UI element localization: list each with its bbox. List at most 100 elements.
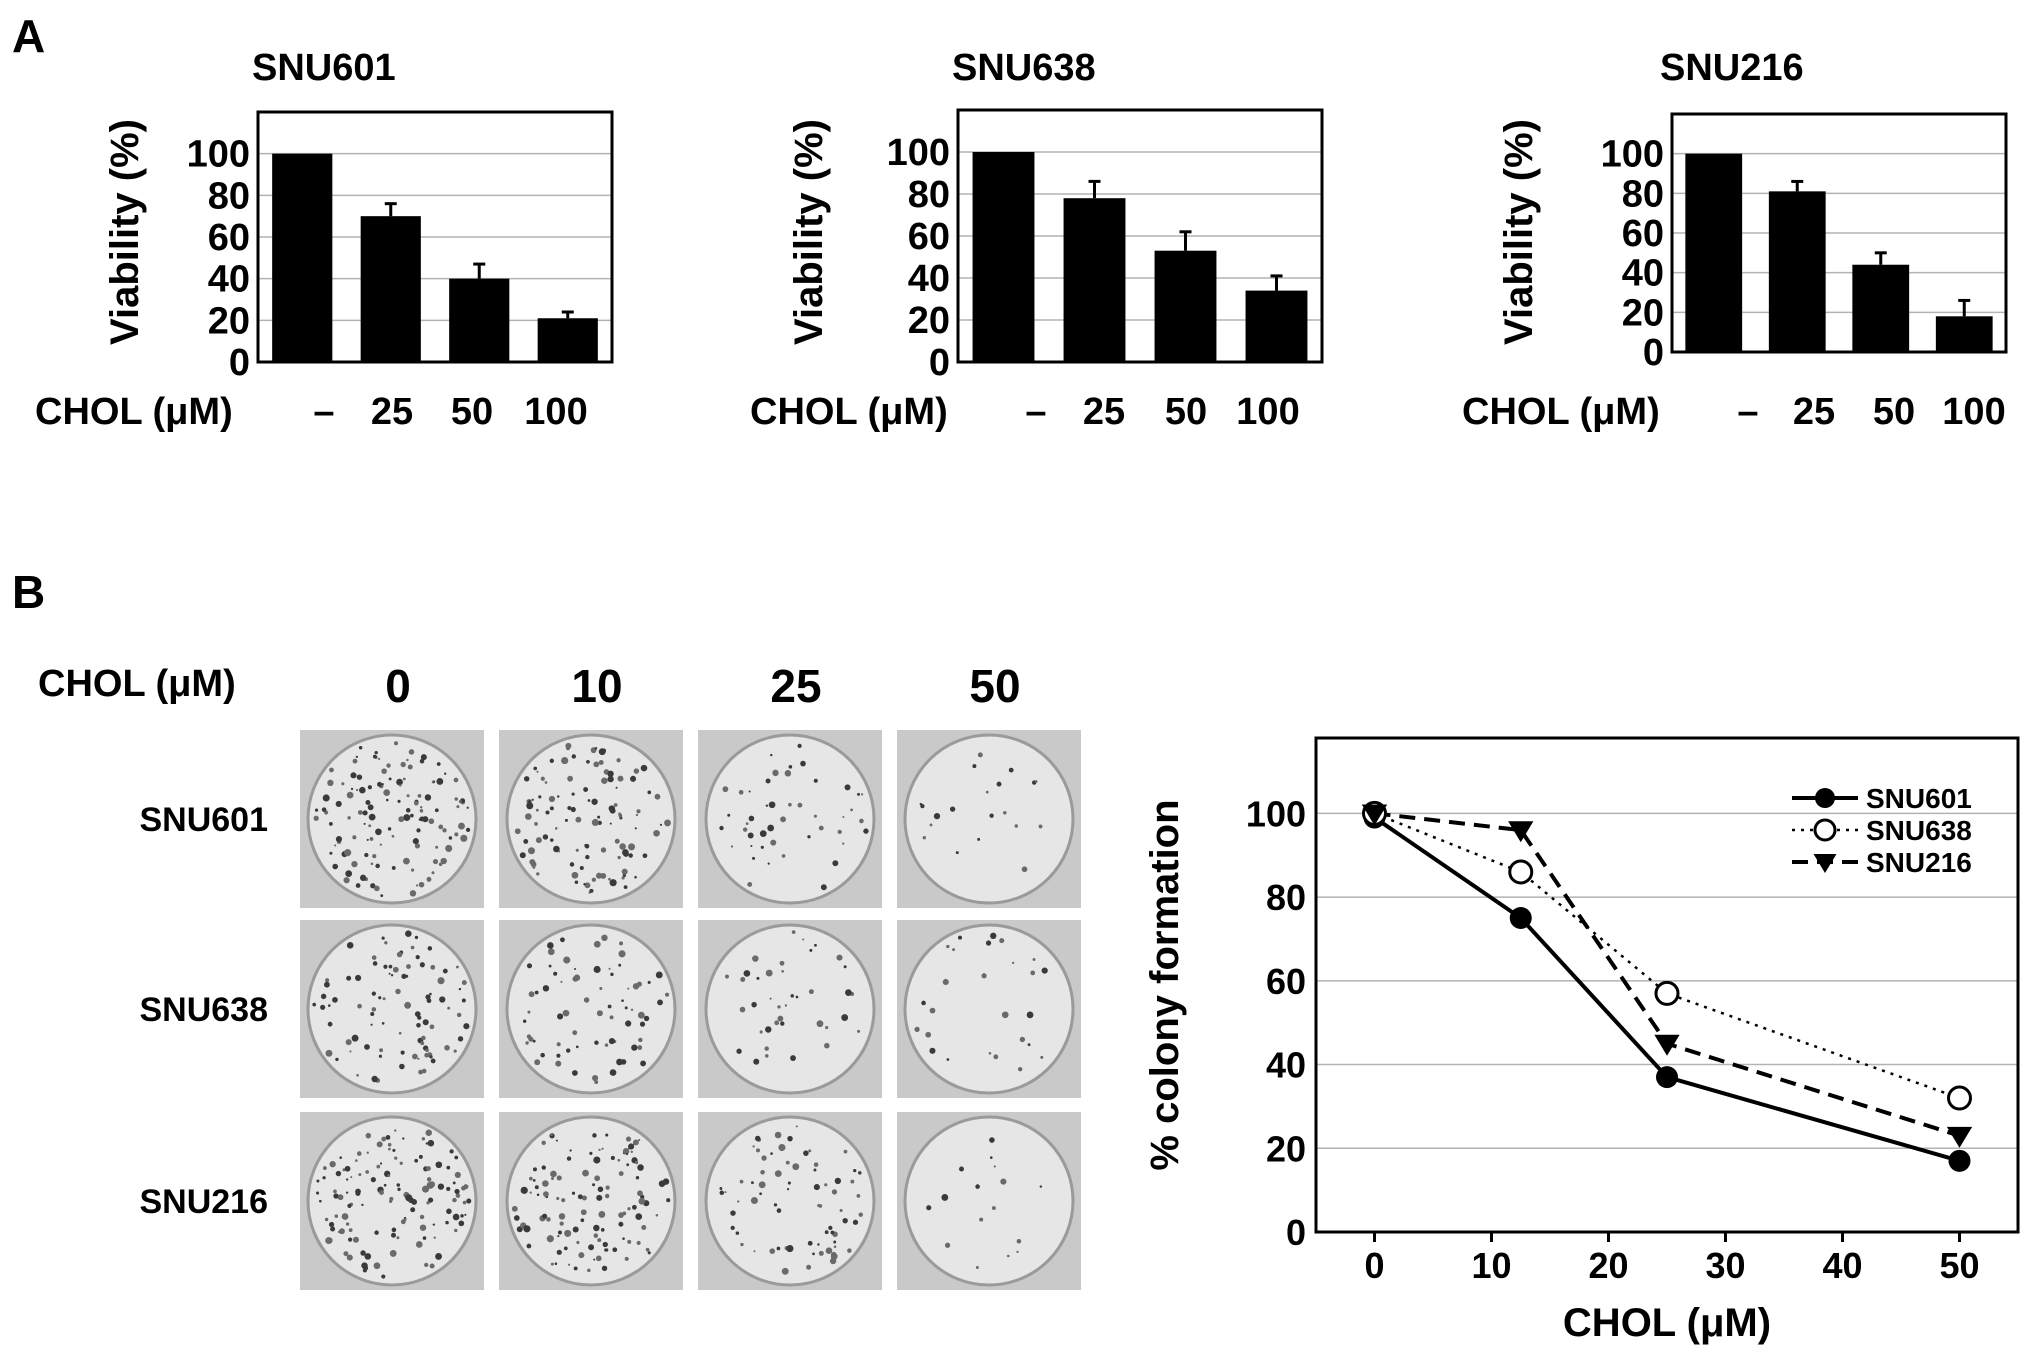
colony-dot — [422, 1019, 429, 1026]
colony-dot — [345, 1222, 350, 1226]
colony-dot — [454, 832, 459, 837]
colony-dot — [557, 1230, 562, 1235]
colony-dot — [834, 1177, 842, 1185]
colony-dot — [618, 1212, 624, 1218]
colony-dot — [637, 1011, 645, 1019]
y-axis-label: Viability (%) — [1497, 119, 1541, 345]
colony-dot — [719, 1187, 723, 1190]
colony-dot — [653, 829, 660, 837]
colony-dot — [601, 777, 608, 784]
colony-dot — [597, 1186, 604, 1193]
colony-dot — [623, 885, 628, 890]
colony-dot — [755, 1148, 760, 1153]
colony-dot — [345, 1191, 349, 1194]
colony-dot — [567, 1263, 571, 1266]
cell-line-label: SNU216 — [139, 1183, 268, 1221]
colony-dot — [593, 761, 600, 768]
colony-assay-grid: CHOL (μM) 0 10 25 50 SNU601 SNU638 SNU216 — [38, 660, 1081, 1290]
colony-dot — [988, 1051, 992, 1055]
colony-dot — [370, 883, 376, 889]
colony-dot — [316, 1179, 320, 1183]
colony-dot — [381, 783, 384, 786]
chart-title: SNU638 — [952, 47, 1096, 89]
colony-dot — [444, 1044, 450, 1051]
colony-dot — [841, 1014, 849, 1021]
marker-triangle-down — [1946, 1126, 1973, 1148]
colony-dot — [329, 1161, 336, 1168]
colony-dot — [593, 965, 601, 973]
colony-dot — [417, 1057, 420, 1060]
colony-dot — [434, 808, 439, 813]
colony-dot — [392, 1148, 396, 1152]
colony-dot — [525, 1041, 529, 1045]
colony-dot — [575, 848, 579, 852]
colony-dot — [334, 1214, 339, 1218]
colony-dot — [618, 950, 626, 958]
colony-dot — [356, 1151, 362, 1156]
colony-dot — [828, 1225, 833, 1231]
colony-dot — [557, 1013, 564, 1020]
colony-dot — [399, 1161, 403, 1165]
colony-dot — [842, 816, 845, 819]
colony-dot — [369, 837, 374, 841]
colony-dot — [737, 1200, 740, 1203]
colony-dot — [458, 822, 465, 830]
colony-dot — [574, 880, 579, 885]
marker-triangle-down — [1813, 854, 1837, 873]
colony-dot — [618, 1171, 624, 1177]
x-category-label: 100 — [524, 391, 587, 433]
x-category-label: 100 — [1942, 391, 2005, 433]
colony-dot — [355, 1159, 358, 1162]
colony-dot — [452, 1197, 457, 1203]
colony-dot — [355, 1191, 361, 1197]
colony-dot — [795, 995, 799, 999]
bar — [360, 216, 421, 362]
colony-dot — [325, 978, 330, 983]
colony-dot — [553, 845, 560, 853]
colony-dot — [526, 963, 533, 969]
colony-dot — [571, 792, 575, 796]
colony-dot — [837, 829, 842, 835]
y-tick-label: 40 — [1622, 253, 1664, 295]
colony-dot — [406, 794, 410, 798]
colony-dot — [807, 835, 811, 839]
colony-dot — [320, 993, 327, 1000]
colony-dot — [337, 1194, 344, 1201]
y-axis-label: Viability (%) — [787, 119, 831, 345]
colony-dot — [607, 1004, 612, 1009]
colony-dot — [396, 1236, 400, 1240]
colony-dot — [743, 970, 751, 977]
colony-dot — [550, 1262, 554, 1266]
colony-dot — [314, 808, 319, 812]
colony-dot — [830, 1230, 835, 1235]
colony-dot — [772, 769, 779, 777]
colony-dot — [367, 785, 372, 790]
colony-dot — [420, 754, 427, 761]
colony-dot — [355, 883, 361, 888]
colony-dot — [839, 1209, 843, 1213]
colony-dot — [528, 800, 532, 804]
colony-dot — [842, 1217, 848, 1224]
colony-dot — [550, 1170, 557, 1178]
colony-dot — [397, 1187, 401, 1191]
colony-dot — [635, 813, 639, 817]
colony-dot — [466, 806, 469, 809]
colony-dot — [375, 828, 382, 836]
colony-dot — [634, 1160, 639, 1165]
colony-dot — [321, 807, 327, 812]
colony-dot — [1001, 1011, 1009, 1019]
colony-dot — [410, 945, 415, 950]
colony-dot — [946, 1058, 950, 1061]
colony-dot — [324, 981, 330, 988]
colony-dot — [636, 1240, 641, 1246]
colony-dot — [535, 837, 542, 844]
colony-dot — [431, 781, 434, 784]
colony-dot — [372, 754, 377, 759]
colony-dot — [659, 823, 663, 826]
colony-dot — [863, 828, 869, 834]
colony-dot — [779, 960, 785, 966]
colony-dot — [329, 851, 333, 855]
colony-dot — [345, 870, 353, 878]
colony-dot — [647, 790, 652, 795]
